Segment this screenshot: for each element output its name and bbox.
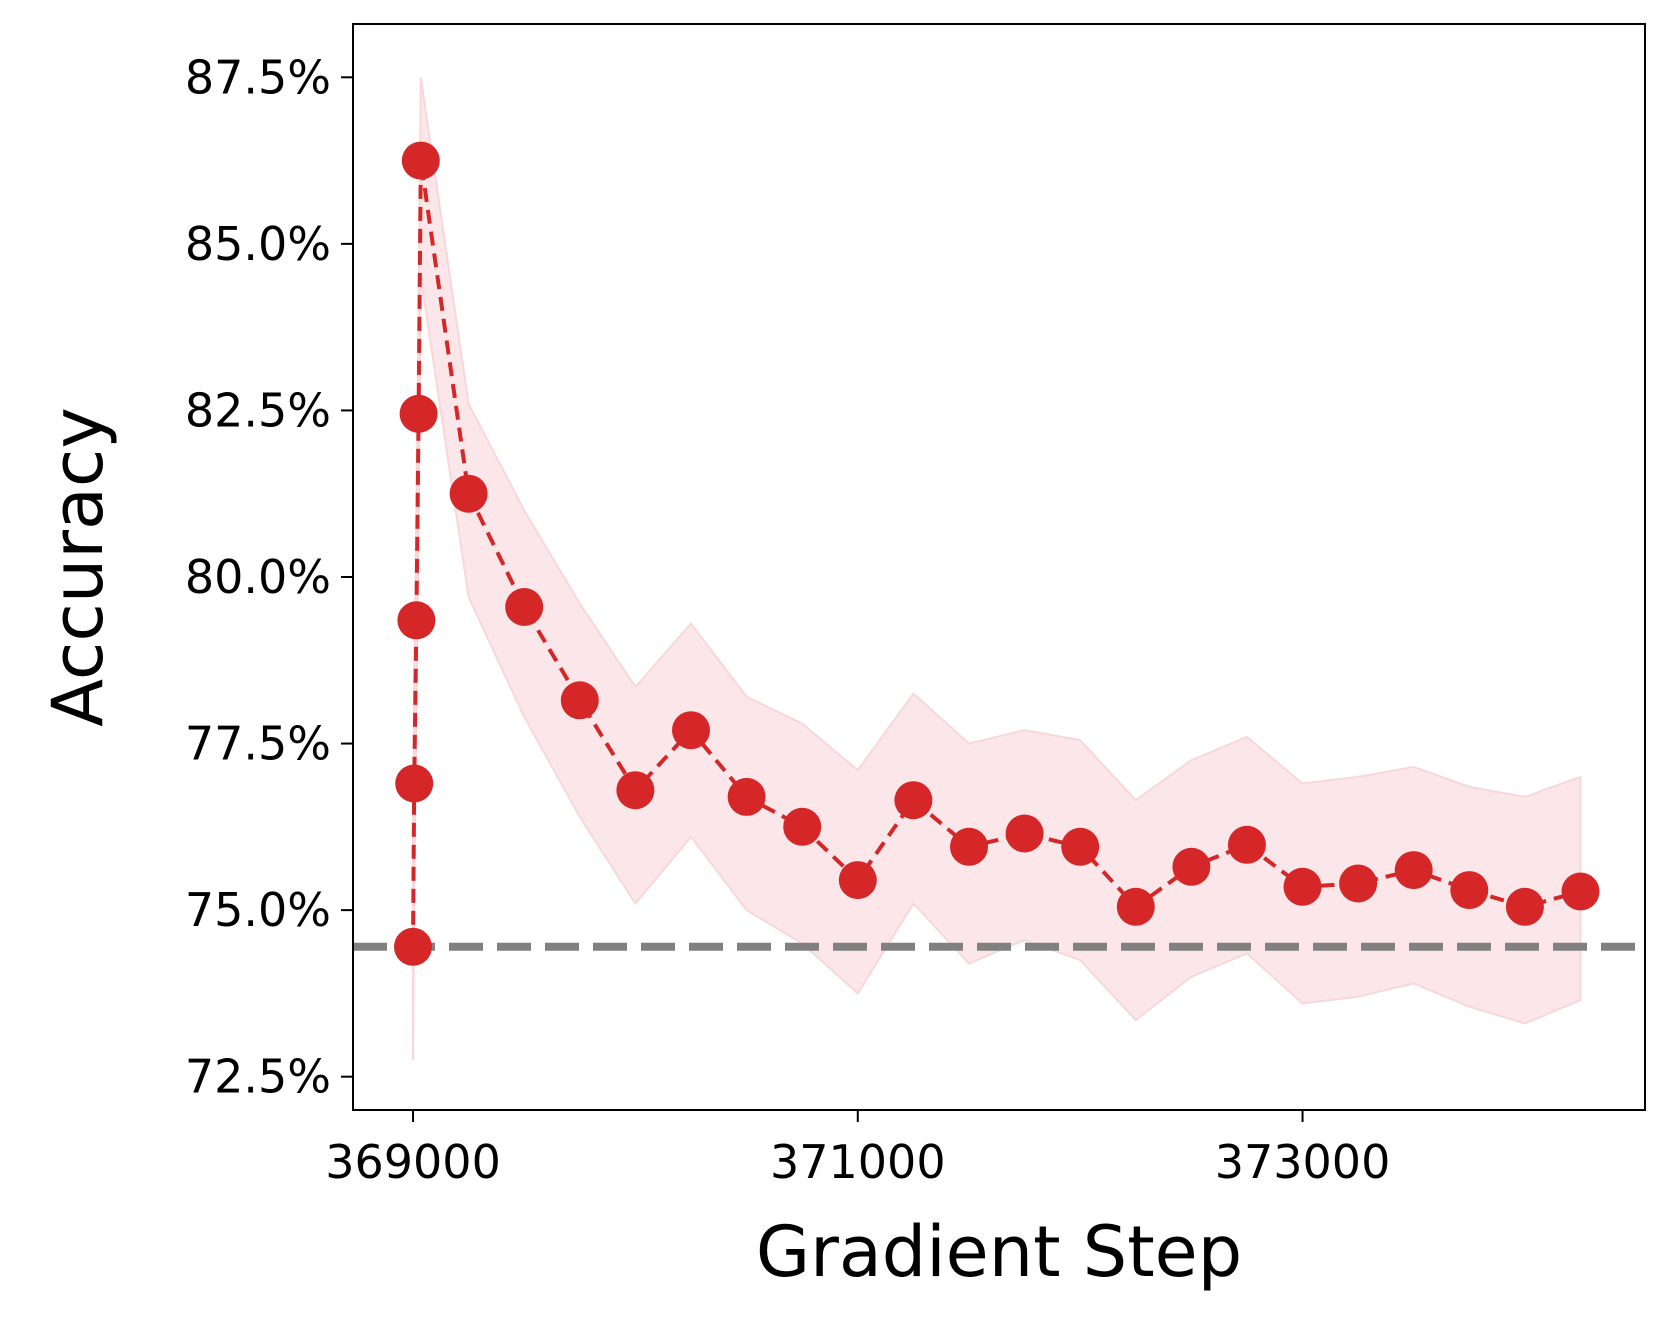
data-point bbox=[560, 681, 599, 720]
data-point bbox=[894, 781, 933, 820]
data-point bbox=[1227, 825, 1266, 864]
confidence-band-layer bbox=[412, 77, 1582, 1061]
plot-frame bbox=[352, 23, 1646, 1111]
data-point bbox=[449, 474, 488, 513]
y-axis-title: Accuracy bbox=[37, 407, 119, 727]
data-point bbox=[1394, 851, 1433, 890]
y-tick-label: 80.0% bbox=[185, 550, 331, 604]
x-axis-ticks: 369000 371000 373000 bbox=[325, 1110, 1390, 1189]
data-point bbox=[399, 394, 438, 433]
x-tick-label: 369000 bbox=[325, 1135, 501, 1189]
data-point bbox=[1172, 847, 1211, 886]
data-point bbox=[1005, 814, 1044, 853]
data-point bbox=[1561, 872, 1600, 911]
data-point-layer bbox=[394, 141, 1600, 966]
data-point bbox=[394, 927, 432, 966]
data-point bbox=[1505, 887, 1544, 926]
x-tick-label: 373000 bbox=[1215, 1135, 1391, 1189]
y-tick-label: 85.0% bbox=[185, 217, 331, 271]
data-point bbox=[838, 861, 877, 900]
data-point bbox=[950, 827, 988, 866]
data-point bbox=[395, 764, 434, 803]
data-point bbox=[1283, 867, 1322, 906]
y-tick-label: 87.5% bbox=[185, 50, 331, 104]
y-tick-label: 82.5% bbox=[185, 383, 331, 437]
y-axis-ticks: 72.5% 75.0% 77.5% 80.0% 82.5% 85.0% 87.5% bbox=[185, 50, 353, 1104]
data-point bbox=[1450, 871, 1489, 910]
x-tick-label: 371000 bbox=[770, 1135, 946, 1189]
data-point bbox=[727, 777, 766, 816]
data-point bbox=[505, 588, 544, 626]
data-point bbox=[783, 807, 822, 846]
y-tick-label: 75.0% bbox=[185, 883, 331, 937]
y-tick-label: 72.5% bbox=[185, 1050, 331, 1104]
data-point bbox=[397, 601, 436, 640]
data-point bbox=[616, 771, 655, 810]
data-point bbox=[1116, 887, 1155, 926]
y-tick-label: 77.5% bbox=[185, 717, 331, 771]
data-point bbox=[672, 711, 710, 750]
x-axis-title: Gradient Step bbox=[756, 1211, 1242, 1293]
data-point bbox=[1339, 864, 1378, 903]
data-point bbox=[1061, 827, 1100, 866]
confidence-band bbox=[412, 77, 1582, 1061]
data-point bbox=[401, 141, 440, 180]
